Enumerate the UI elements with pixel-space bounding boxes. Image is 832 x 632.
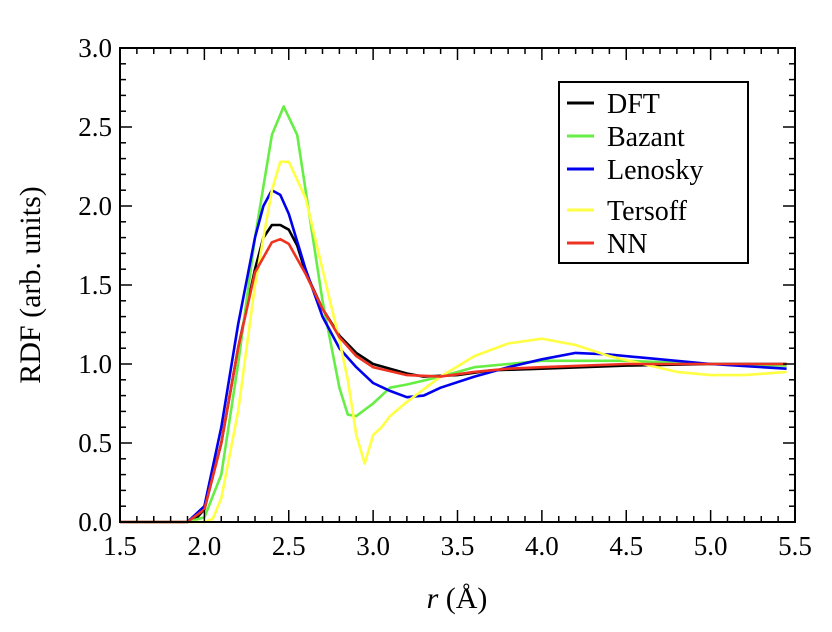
series-line-bazant [120, 105, 787, 524]
x-axis-label: r (Å) [427, 582, 488, 615]
series-line-tersoff [120, 160, 787, 524]
x-tick-label: 4.5 [609, 531, 643, 561]
x-tick-label: 5.0 [694, 531, 728, 561]
x-tick-label: 2.0 [188, 531, 222, 561]
legend-label: Bazant [607, 122, 685, 153]
y-tick-label: 0.0 [78, 507, 112, 537]
legend-label: Tersoff [607, 196, 688, 227]
x-tick-label: 2.5 [272, 531, 306, 561]
legend-item-tersoff: Tersoff [567, 196, 688, 227]
legend-item-lenosky: Lenosky [567, 155, 703, 186]
y-tick-label: 2.0 [78, 191, 112, 221]
legend-box [558, 81, 749, 264]
x-tick-label: 4.0 [525, 531, 559, 561]
legend-item-nn: NN [567, 229, 647, 260]
y-axis-label: RDF (arb. units) [14, 186, 47, 384]
axis-ticks [119, 47, 796, 523]
y-tick-label: 1.5 [78, 270, 112, 300]
series-lines [120, 105, 787, 524]
y-tick-label: 0.5 [78, 428, 112, 458]
x-tick-label: 5.5 [778, 531, 812, 561]
x-tick-label: 3.0 [356, 531, 390, 561]
legend-item-bazant: Bazant [567, 122, 685, 153]
series-line-lenosky [120, 188, 787, 524]
y-tick-label: 2.5 [78, 112, 112, 142]
x-tick-label: 1.5 [103, 531, 137, 561]
series-line-nn [120, 237, 787, 524]
legend-label: Lenosky [607, 155, 703, 186]
y-tick-label: 1.0 [78, 349, 112, 379]
legend-label: NN [607, 229, 647, 260]
x-tick-labels: 1.5 2.0 2.5 3.0 3.5 4.0 4.5 5.0 5.5 [103, 531, 812, 561]
legend-item-dft: DFT [567, 89, 660, 120]
y-tick-labels: 0.0 0.5 1.0 1.5 2.0 2.5 3.0 [78, 33, 112, 537]
x-tick-label: 3.5 [441, 531, 475, 561]
legend-label: DFT [607, 89, 660, 120]
y-tick-label: 3.0 [78, 33, 112, 63]
